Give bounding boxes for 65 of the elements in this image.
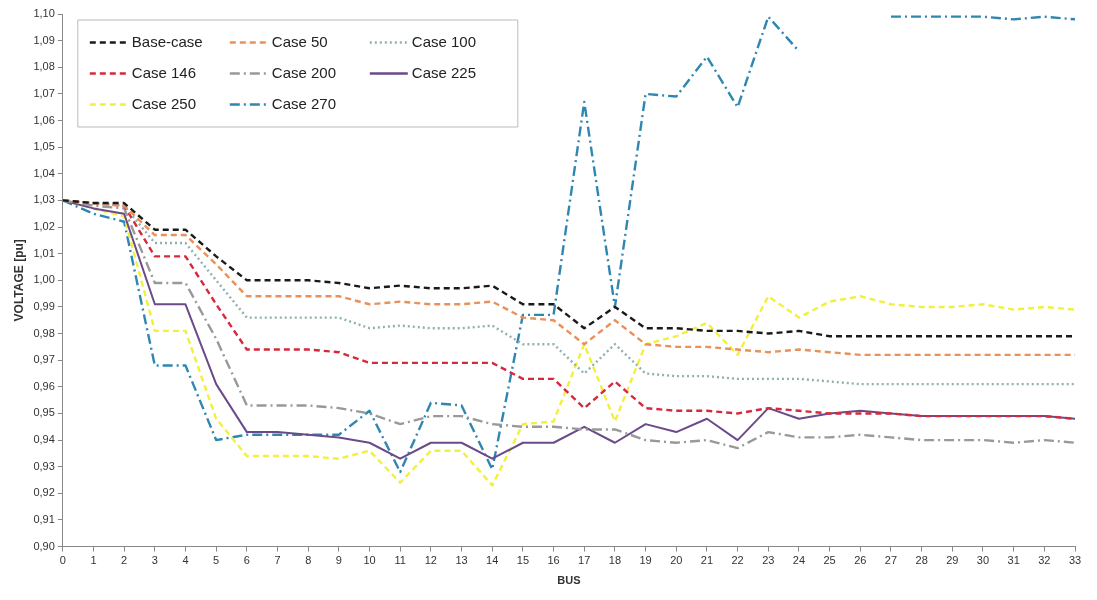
y-tick-label: 1,01 — [33, 246, 55, 259]
x-tick-label: 20 — [670, 554, 683, 567]
y-tick-label: 0,91 — [33, 513, 55, 525]
x-tick-label: 4 — [182, 554, 189, 567]
y-tick-label: 1,10 — [33, 7, 55, 20]
x-tick-label: 30 — [976, 554, 990, 567]
x-tick-label: 25 — [823, 554, 836, 567]
y-tick-label: 1,03 — [33, 193, 55, 206]
legend-label: Case 270 — [271, 94, 337, 112]
y-tick-label: 1,02 — [33, 220, 55, 233]
x-tick-label: 32 — [1038, 554, 1051, 567]
x-tick-label: 9 — [335, 554, 342, 567]
x-tick-label: 12 — [424, 554, 437, 567]
x-tick-label: 24 — [792, 554, 806, 567]
y-tick-label: 1,04 — [33, 166, 55, 179]
x-tick-label: 8 — [305, 554, 312, 567]
x-tick-label: 17 — [578, 554, 591, 567]
y-tick-label: 0,99 — [33, 299, 55, 312]
x-tick-label: 18 — [608, 554, 622, 567]
legend-label: Case 50 — [271, 32, 328, 50]
x-tick-label: 19 — [639, 554, 652, 567]
y-tick-label: 0,90 — [33, 539, 55, 552]
x-axis-title: BUS — [557, 574, 581, 587]
y-tick-label: 0,95 — [33, 406, 55, 419]
x-tick-label: 10 — [363, 554, 376, 567]
x-tick-label: 29 — [946, 554, 959, 567]
x-tick-label: 27 — [884, 554, 898, 567]
legend-label: Case 200 — [271, 63, 337, 81]
x-tick-label: 28 — [915, 554, 928, 567]
x-tick-label: 1 — [90, 554, 97, 567]
legend-label: Case 225 — [411, 63, 477, 81]
y-tick-label: 1,07 — [33, 86, 55, 99]
y-tick-label: 0,96 — [33, 379, 55, 392]
x-tick-label: 23 — [762, 554, 775, 567]
y-tick-label: 1,08 — [33, 60, 55, 73]
x-tick-label: 7 — [274, 554, 281, 567]
y-tick-label: 1,05 — [33, 140, 55, 153]
x-tick-label: 31 — [1007, 554, 1020, 567]
y-tick-label: 0,94 — [33, 433, 55, 446]
x-tick-label: 16 — [547, 554, 560, 567]
y-tick-label: 1,09 — [33, 33, 55, 46]
x-tick-label: 5 — [213, 554, 220, 567]
y-axis-title: VOLTAGE [pu] — [11, 239, 26, 322]
x-tick-label: 11 — [394, 554, 406, 567]
y-tick-label: 0,93 — [33, 459, 55, 472]
y-tick-label: 1,00 — [33, 273, 55, 286]
legend-label: Case 250 — [131, 94, 197, 112]
x-tick-label: 33 — [1068, 554, 1082, 567]
x-tick-label: 6 — [243, 554, 250, 567]
legend-label: Case 100 — [411, 32, 477, 50]
y-tick-label: 0,97 — [33, 353, 55, 366]
x-tick-label: 0 — [59, 554, 66, 567]
x-tick-label: 26 — [854, 554, 867, 567]
y-tick-label: 0,98 — [33, 326, 55, 339]
x-tick-label: 3 — [151, 554, 158, 567]
x-tick-label: 15 — [516, 554, 530, 567]
x-tick-label: 13 — [455, 554, 468, 567]
x-tick-label: 22 — [731, 554, 744, 567]
y-tick-label: 1,06 — [33, 113, 55, 126]
x-tick-label: 21 — [700, 554, 714, 567]
y-tick-label: 0,92 — [33, 486, 55, 499]
x-tick-label: 2 — [121, 554, 128, 567]
legend-label: Case 146 — [131, 63, 197, 81]
x-tick-label: 14 — [486, 554, 499, 567]
legend-label: Base-case — [131, 32, 203, 50]
